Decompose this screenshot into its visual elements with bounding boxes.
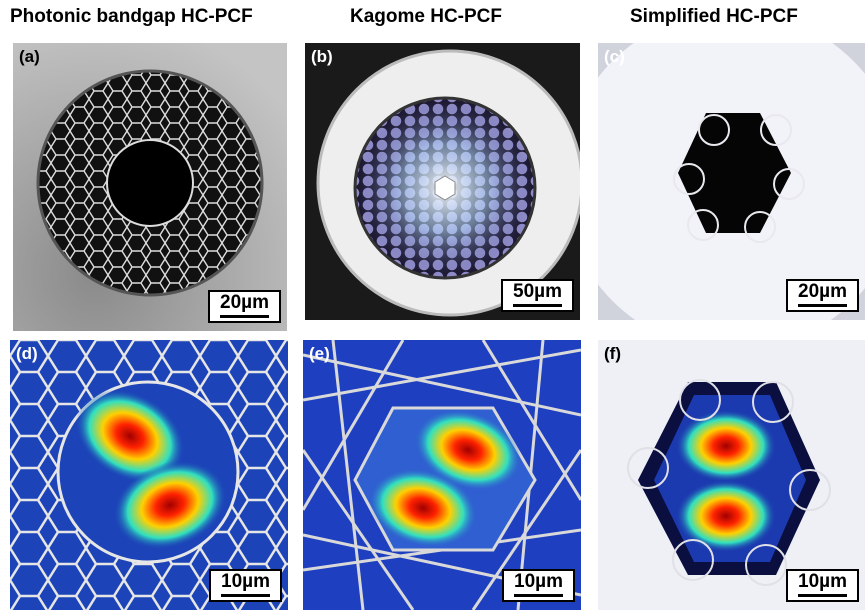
scale-bar-e-text: 10µm [514,571,563,592]
column-title-simplified: Simplified HC-PCF [630,6,798,27]
panel-b-label: (b) [311,47,333,66]
column-title-kagome: Kagome HC-PCF [350,6,503,27]
panel-e-label: (e) [309,344,330,363]
panel-a-sem-image: (a) 20µm [13,43,287,331]
panel-b-kagome-fiber-graphic [305,43,580,320]
scale-bar-c-line [798,304,847,307]
scale-bar-c: 20µm [786,279,859,312]
scale-bar-d-line [221,594,270,597]
panel-a-photonic-bandgap-fiber-graphic [13,43,287,331]
panel-f-label: (f) [604,344,621,363]
scale-bar-b: 50µm [501,279,574,312]
scale-bar-a: 20µm [208,290,281,323]
panel-c-label: (c) [604,47,625,66]
scale-bar-d-text: 10µm [221,571,270,592]
panel-a-label: (a) [19,47,40,66]
panel-f-mode-image: (f) 10µm [598,340,865,610]
scale-bar-a-text: 20µm [220,292,269,313]
scale-bar-b-text: 50µm [513,281,562,302]
scale-bar-f-text: 10µm [798,571,847,592]
panel-e-mode-image: (e) 10µm [303,340,581,610]
scale-bar-e: 10µm [502,569,575,602]
panel-f-mode-field-graphic [598,340,865,610]
scale-bar-f: 10µm [786,569,859,602]
panel-d-mode-field-graphic [10,340,288,610]
scale-bar-b-line [513,304,562,307]
panel-e-mode-field-graphic [303,340,581,610]
scale-bar-d: 10µm [209,569,282,602]
scale-bar-e-line [514,594,563,597]
scale-bar-a-line [220,315,269,318]
panel-d-mode-image: (d) 10µm [10,340,288,610]
scale-bar-f-line [798,594,847,597]
panel-d-label: (d) [16,344,38,363]
column-title-photonic-bandgap: Photonic bandgap HC-PCF [10,6,253,27]
panel-c-simplified-fiber-graphic [598,43,865,320]
scale-bar-c-text: 20µm [798,281,847,302]
panel-c-microscope-image: (c) 20µm [598,43,865,320]
panel-b-microscope-image: (b) 50µm [305,43,580,320]
